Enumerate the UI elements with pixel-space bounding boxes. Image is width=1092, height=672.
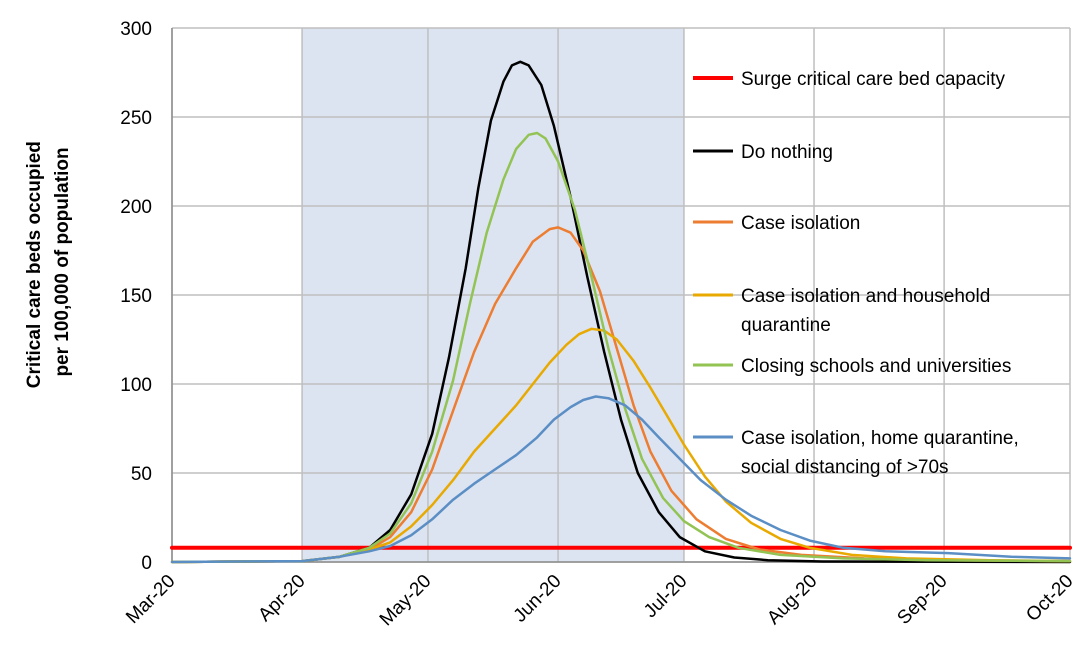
y-tick-label: 150 (120, 286, 152, 307)
series-lines (170, 60, 1072, 564)
x-tick-label: Apr-20 (254, 571, 309, 626)
legend-label-0: Surge critical care bed capacity (741, 69, 1006, 90)
series-line-4 (170, 131, 1072, 564)
y-tick-label: 200 (120, 197, 152, 218)
legend-label-2: Case isolation (741, 213, 860, 234)
y-tick-label: 0 (141, 553, 152, 574)
series-line-5 (170, 395, 1072, 564)
x-tick-label: Oct-20 (1022, 571, 1077, 626)
x-tick-label: Jul-20 (640, 571, 691, 622)
x-tick-label: May-20 (376, 571, 436, 631)
series-line-2 (170, 226, 1072, 564)
legend-label-5: Case isolation, home quarantine, social d… (741, 428, 1019, 478)
y-tick-label: 100 (120, 375, 152, 396)
x-tick-label: Aug-20 (763, 571, 821, 629)
series-line-1 (170, 60, 1072, 564)
y-axis-label: Critical care beds occupied per 100,000 … (24, 136, 73, 388)
y-tick-label: 300 (120, 19, 152, 40)
legend: Surge critical care bed capacity Do nothi… (693, 69, 1019, 478)
x-tick-label: Jun-20 (510, 571, 566, 627)
legend-label-1: Do nothing (741, 142, 833, 163)
y-tick-label: 250 (120, 108, 152, 129)
x-tick-label: Mar-20 (122, 571, 179, 628)
x-tick-label: Sep-20 (893, 571, 951, 629)
y-tick-label: 50 (131, 464, 152, 485)
x-tick-labels: Mar-20 Apr-20 May-20 Jun-20 Jul-20 Aug-20 Sep-… (122, 571, 1077, 631)
legend-label-4: Closing schools and universities (741, 356, 1011, 377)
y-axis-label-line-2: per 100,000 of population (52, 147, 73, 376)
series-line-3 (170, 327, 1072, 564)
y-axis-label-line-1: Critical care beds occupied (24, 141, 45, 388)
legend-label-3: Case isolation and household quarantine (741, 286, 990, 336)
y-tick-labels: 0 50 100 150 200 250 300 (120, 19, 152, 574)
